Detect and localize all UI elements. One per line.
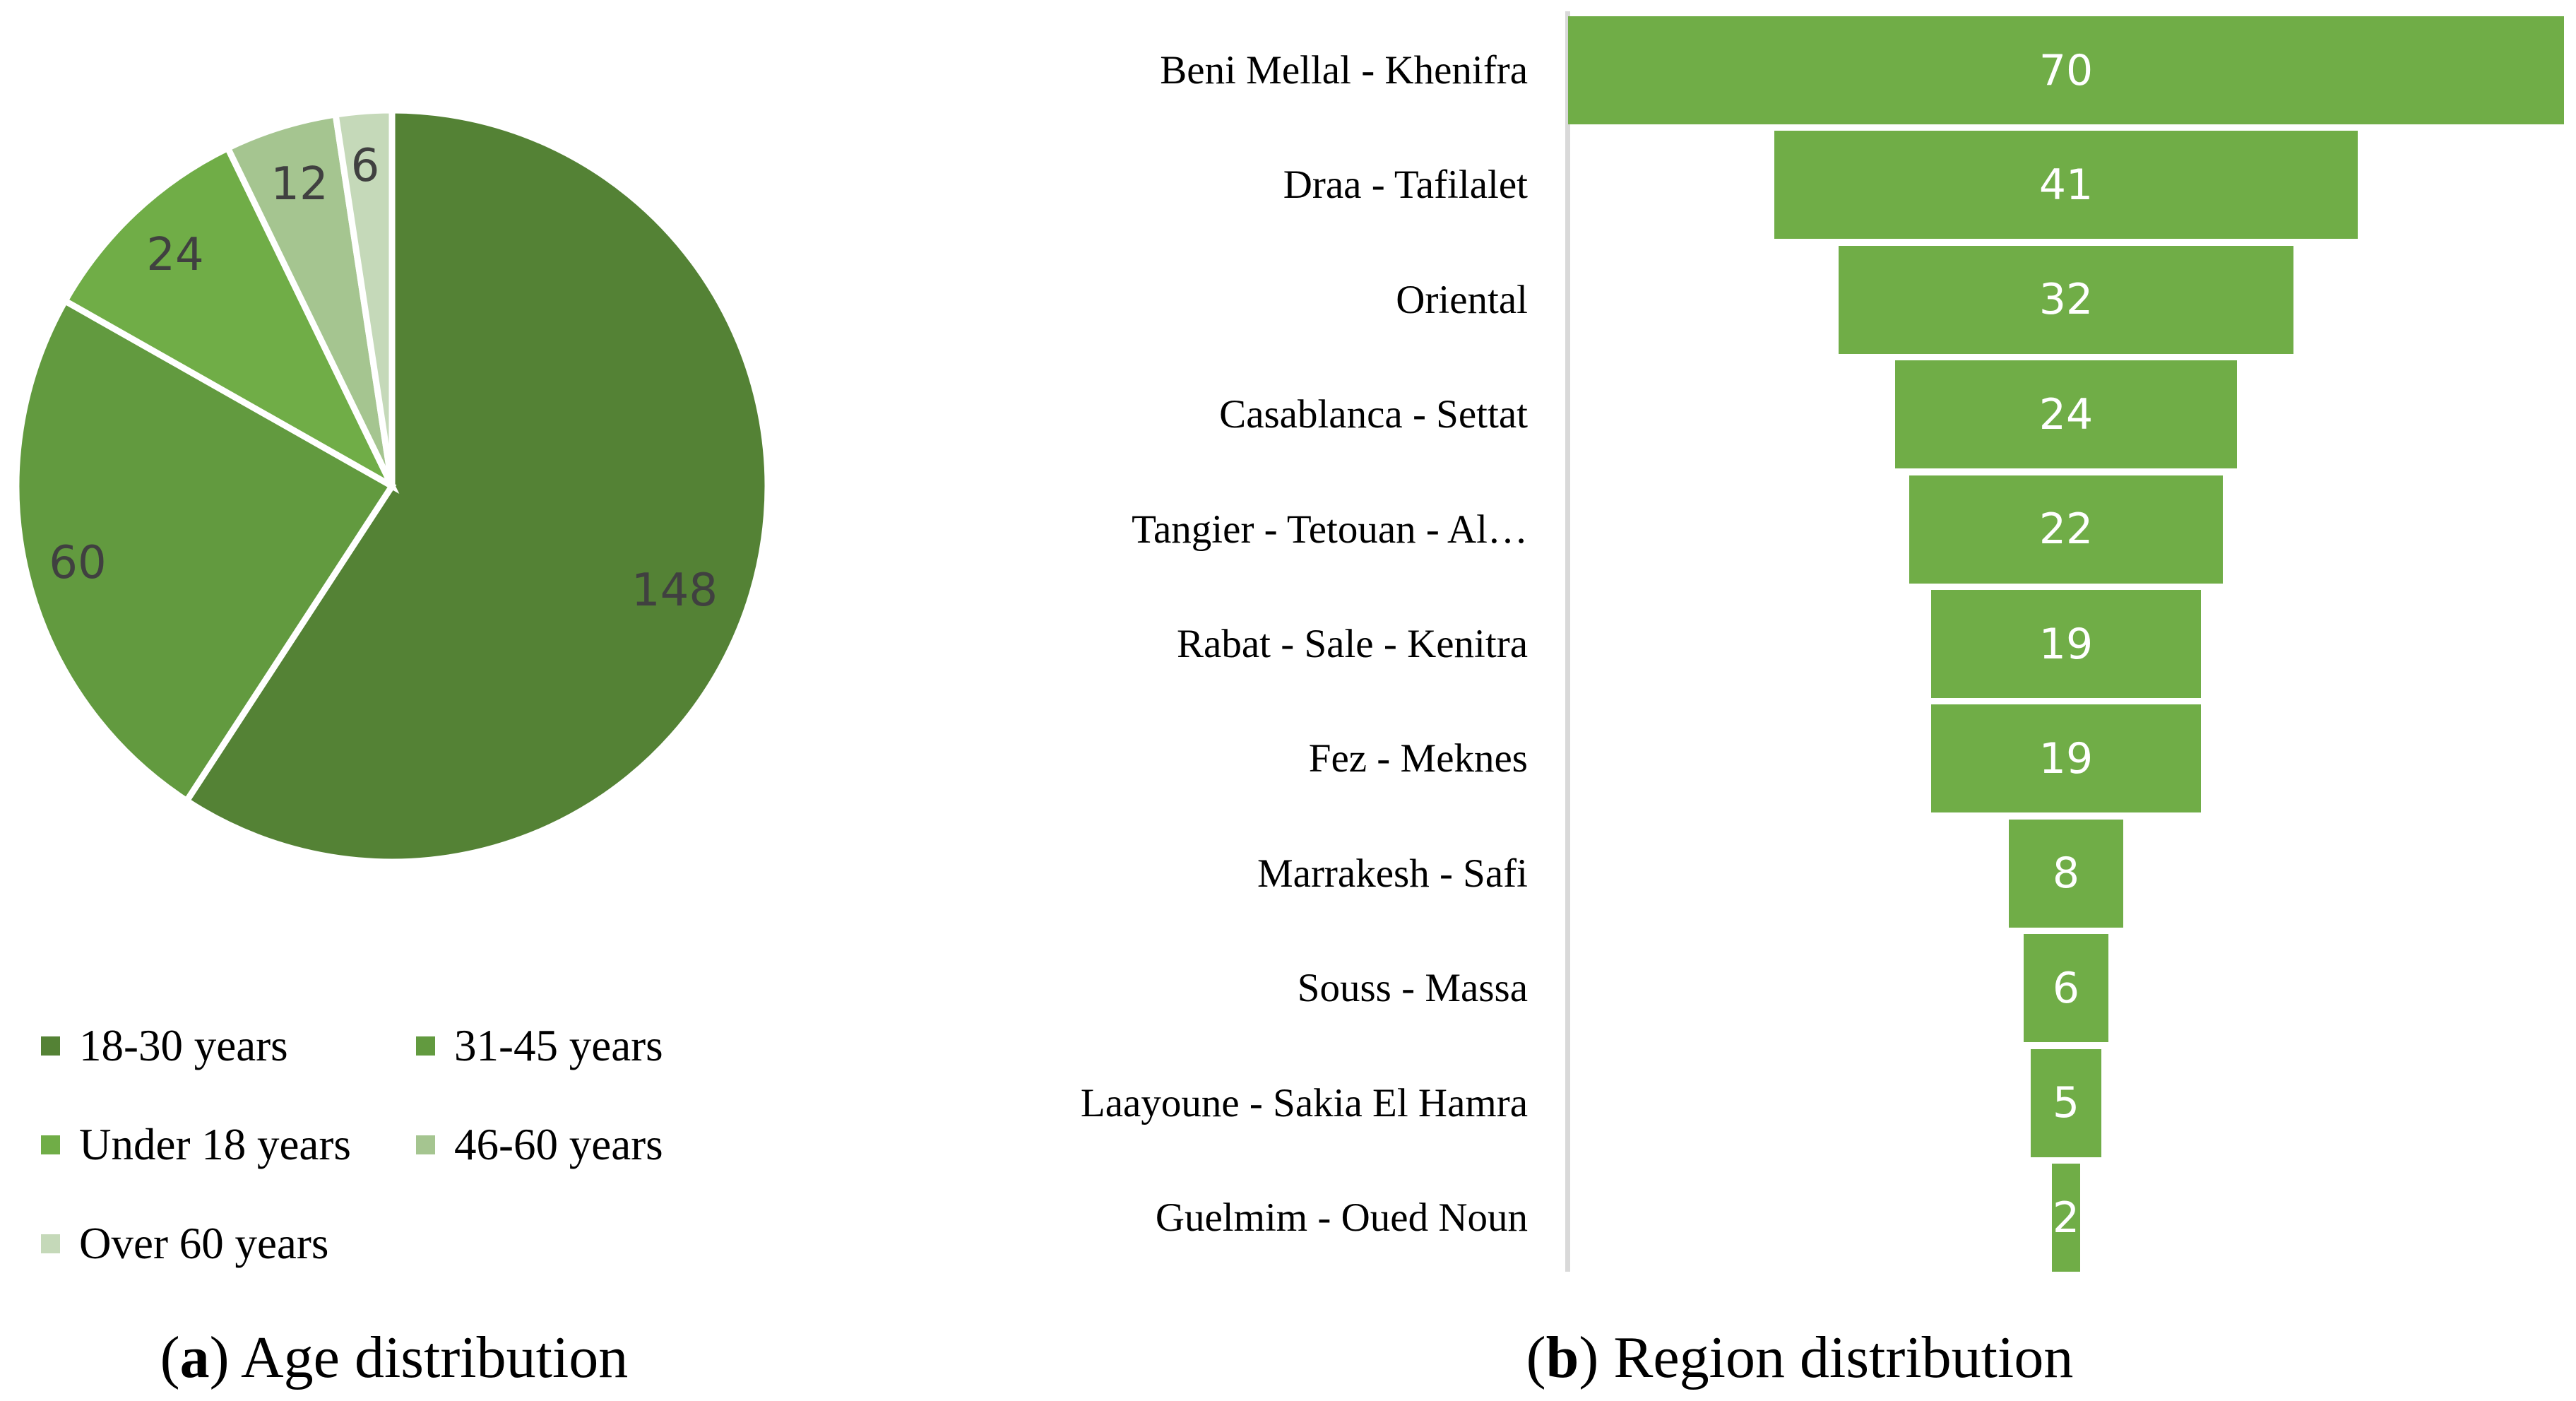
funnel-bar: 6	[2023, 934, 2109, 1043]
funnel-axis-line	[1565, 11, 1570, 1272]
age-distribution-panel: 148 60 24 12 6 18-30 years 31-45 years U…	[0, 0, 848, 1401]
funnel-category-label: Rabat - Sale - Kenitra	[1177, 622, 1528, 666]
legend-label: 31-45 years	[454, 1020, 663, 1070]
funnel-category-label: Oriental	[1396, 277, 1528, 322]
funnel-row: Souss - Massa 6	[848, 934, 2576, 1043]
funnel-row: Rabat - Sale - Kenitra 19	[848, 590, 2576, 698]
legend-swatch-icon	[416, 1135, 435, 1154]
funnel-category-label: Draa - Tafilalet	[1283, 162, 1528, 208]
legend-swatch-icon	[41, 1135, 60, 1154]
funnel-row: Draa - Tafilalet 41	[848, 131, 2576, 240]
funnel-row: Casablanca - Settat 24	[848, 360, 2576, 469]
funnel-bar-value: 19	[2038, 619, 2094, 669]
funnel-bar-value: 32	[2038, 275, 2094, 325]
pie-data-label-over-60: 6	[350, 140, 380, 192]
caption-paren-open: (	[160, 1325, 180, 1390]
funnel-bar-value: 6	[2052, 963, 2080, 1013]
funnel-bar-value: 41	[2038, 160, 2094, 210]
legend-label: Over 60 years	[79, 1218, 329, 1268]
funnel-row: Oriental 32	[848, 245, 2576, 354]
funnel-bar-value: 5	[2052, 1078, 2080, 1128]
legend-label: 46-60 years	[454, 1119, 663, 1169]
funnel-category-label: Tangier - Tetouan - Al…	[1132, 507, 1528, 552]
funnel-row: Fez - Meknes 19	[848, 704, 2576, 813]
pie-slice-18-30-years	[182, 107, 771, 865]
legend-swatch-icon	[41, 1036, 60, 1056]
caption-text: Region distribution	[1598, 1325, 2074, 1390]
funnel-bar: 8	[2009, 819, 2123, 928]
pie-slice-over-60-years	[331, 107, 396, 487]
legend-item-over-60: Over 60 years	[41, 1215, 328, 1272]
age-pie-chart	[13, 107, 771, 865]
caption-letter: a	[179, 1325, 210, 1390]
caption-text: Age distribution	[229, 1325, 629, 1390]
region-distribution-panel: Beni Mellal - Khenifra 70 Draa - Tafilalet…	[848, 0, 2576, 1401]
funnel-bar-value: 22	[2038, 504, 2094, 555]
funnel-row: Beni Mellal - Khenifra 70	[848, 16, 2576, 124]
funnel-category-label: Fez - Meknes	[1308, 736, 1528, 781]
caption-paren-close: )	[1579, 1325, 1599, 1390]
funnel-bar: 22	[1909, 475, 2223, 584]
funnel-row: Laayoune - Sakia El Hamra 5	[848, 1048, 2576, 1157]
funnel-category-label: Casablanca - Settat	[1219, 392, 1528, 437]
funnel-category-label: Marrakesh - Safi	[1257, 851, 1528, 896]
funnel-row: Tangier - Tetouan - Al… 22	[848, 475, 2576, 584]
legend-swatch-icon	[41, 1234, 60, 1253]
pie-data-label-under-18: 24	[146, 229, 204, 281]
funnel-bar: 24	[1895, 360, 2237, 469]
funnel-bar: 41	[1774, 131, 2358, 240]
pie-slice-31-45-years	[13, 296, 397, 805]
funnel-bar-value: 70	[2038, 45, 2094, 95]
funnel-category-label: Guelmim - Oued Noun	[1155, 1195, 1528, 1240]
funnel-bar-value: 8	[2052, 849, 2080, 899]
funnel-bar-value: 24	[2038, 389, 2094, 439]
caption-letter: b	[1545, 1325, 1579, 1390]
funnel-bar: 19	[1930, 704, 2202, 813]
pie-data-label-18-30: 148	[631, 564, 718, 617]
funnel-bar: 32	[1838, 245, 2294, 354]
funnel-category-label: Beni Mellal - Khenifra	[1160, 48, 1528, 93]
funnel-bar-value: 2	[2052, 1193, 2080, 1243]
funnel-bar: 2	[2051, 1164, 2081, 1272]
pie-slice-under-18-years	[60, 143, 400, 495]
funnel-category-label: Laayoune - Sakia El Hamra	[1080, 1080, 1528, 1125]
pie-data-label-46-60: 12	[271, 158, 328, 211]
legend-label: Under 18 years	[79, 1119, 351, 1169]
caption-age-distribution: (a) Age distribution	[160, 1328, 629, 1388]
caption-region-distribution: (b) Region distribution	[1526, 1328, 2074, 1388]
funnel-category-label: Souss - Massa	[1297, 966, 1528, 1011]
funnel-bar-value: 19	[2038, 733, 2094, 784]
legend-item-18-30: 18-30 years	[41, 1017, 288, 1074]
funnel-bar: 5	[2030, 1048, 2102, 1157]
legend-item-31-45: 31-45 years	[416, 1017, 663, 1074]
funnel-row: Guelmim - Oued Noun 2	[848, 1164, 2576, 1272]
pie-data-label-31-45: 60	[49, 537, 107, 589]
legend-item-under-18: Under 18 years	[41, 1116, 351, 1173]
funnel-bar: 70	[1567, 16, 2565, 124]
legend-swatch-icon	[416, 1036, 435, 1056]
funnel-bar: 19	[1930, 590, 2202, 698]
legend-label: 18-30 years	[79, 1020, 288, 1070]
legend-item-46-60: 46-60 years	[416, 1116, 663, 1173]
caption-paren-open: (	[1526, 1325, 1546, 1390]
caption-paren-close: )	[209, 1325, 230, 1390]
funnel-row: Marrakesh - Safi 8	[848, 819, 2576, 928]
